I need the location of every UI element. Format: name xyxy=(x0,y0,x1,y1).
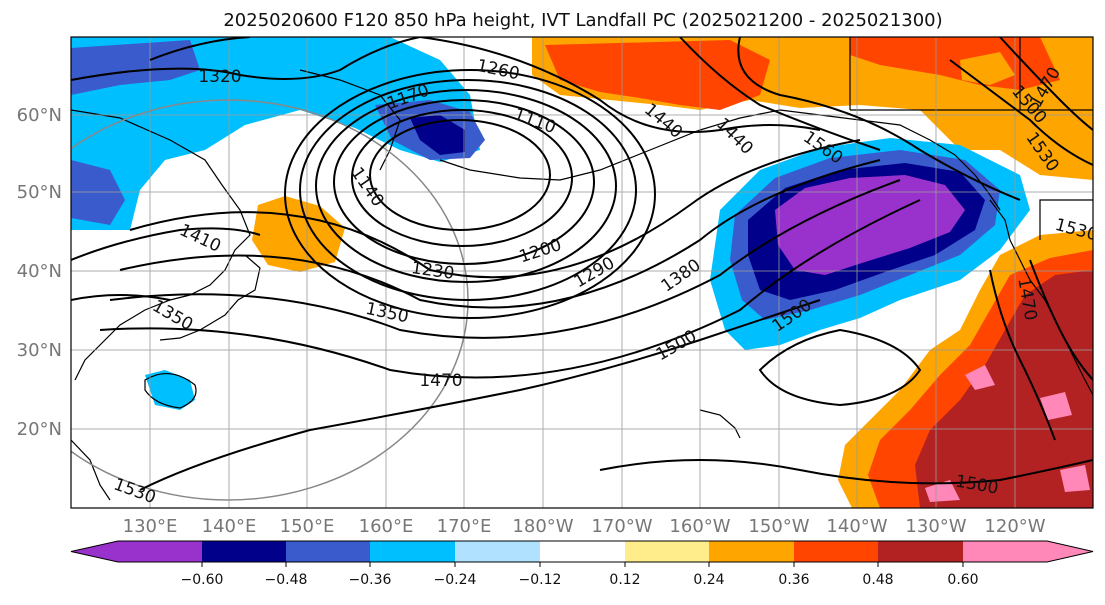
colorbar-cell xyxy=(286,541,370,562)
ivt-shading xyxy=(71,37,1093,508)
figure-title: 2025020600 F120 850 hPa height, IVT Land… xyxy=(223,10,942,31)
colorbar-cell xyxy=(625,541,709,562)
lon-label: 140°W xyxy=(826,516,887,537)
colorbar-cell xyxy=(540,541,625,562)
colorbar-left-extend xyxy=(71,541,118,562)
lon-label: 160°W xyxy=(669,516,730,537)
lon-label: 130°E xyxy=(123,516,178,537)
lon-label: 170°E xyxy=(437,516,492,537)
lat-label: 50°N xyxy=(17,182,62,203)
contour-label: 1320 xyxy=(198,67,241,87)
lon-label: 120°W xyxy=(984,516,1045,537)
lat-label: 60°N xyxy=(17,105,62,126)
colorbar-cell xyxy=(370,541,455,562)
lon-label: 150°E xyxy=(280,516,335,537)
colorbar-cell xyxy=(963,541,1047,562)
colorbar-right-extend xyxy=(1047,541,1093,562)
colorbar-tick-label: 0.36 xyxy=(778,572,809,588)
lon-label: 170°W xyxy=(591,516,652,537)
colorbar-tick-label: −0.24 xyxy=(434,572,477,588)
colorbar-tick-label: −0.12 xyxy=(519,572,562,588)
lon-label: 160°E xyxy=(359,516,414,537)
contour-label: 1470 xyxy=(419,371,462,391)
lon-label: 180°W xyxy=(512,516,573,537)
colorbar-outline xyxy=(70,540,1094,563)
colorbar-tick-label: −0.36 xyxy=(349,572,392,588)
lat-label: 20°N xyxy=(17,419,62,440)
colorbar-cell xyxy=(794,541,878,562)
colorbar-tick-label: 0.60 xyxy=(947,572,978,588)
colorbar-tick-label: 0.48 xyxy=(862,572,893,588)
colorbar-tick-label: 0.24 xyxy=(693,572,724,588)
colorbar-cell xyxy=(118,541,202,562)
lat-label: 30°N xyxy=(17,340,62,361)
lon-label: 140°E xyxy=(202,516,257,537)
coastlines xyxy=(71,37,1093,501)
colorbar-tick-label: −0.60 xyxy=(181,572,224,588)
height-contours xyxy=(71,37,1093,491)
lon-label: 150°W xyxy=(748,516,809,537)
map-panel: 1320 1260 1170 1110 1140 1410 1200 1230 … xyxy=(71,37,1093,508)
colorbar-cell xyxy=(202,541,286,562)
lon-label: 130°W xyxy=(905,516,966,537)
latitude-labels: 60°N 50°N 40°N 30°N 20°N xyxy=(17,105,62,440)
map-frame xyxy=(70,36,1094,509)
colorbar-cell xyxy=(455,541,540,562)
colorbar-cell xyxy=(878,541,963,562)
colorbar-tick-label: 0.12 xyxy=(609,572,640,588)
gridlines xyxy=(71,37,1093,508)
colorbar-tick-label: −0.48 xyxy=(265,572,308,588)
colorbar: −0.60 −0.48 −0.36 −0.24 −0.12 0.12 0.24 … xyxy=(70,540,1094,588)
colorbar-cell xyxy=(709,541,794,562)
longitude-labels: 130°E 140°E 150°E 160°E 170°E 180°W 170°… xyxy=(123,516,1046,537)
lat-label: 40°N xyxy=(17,261,62,282)
